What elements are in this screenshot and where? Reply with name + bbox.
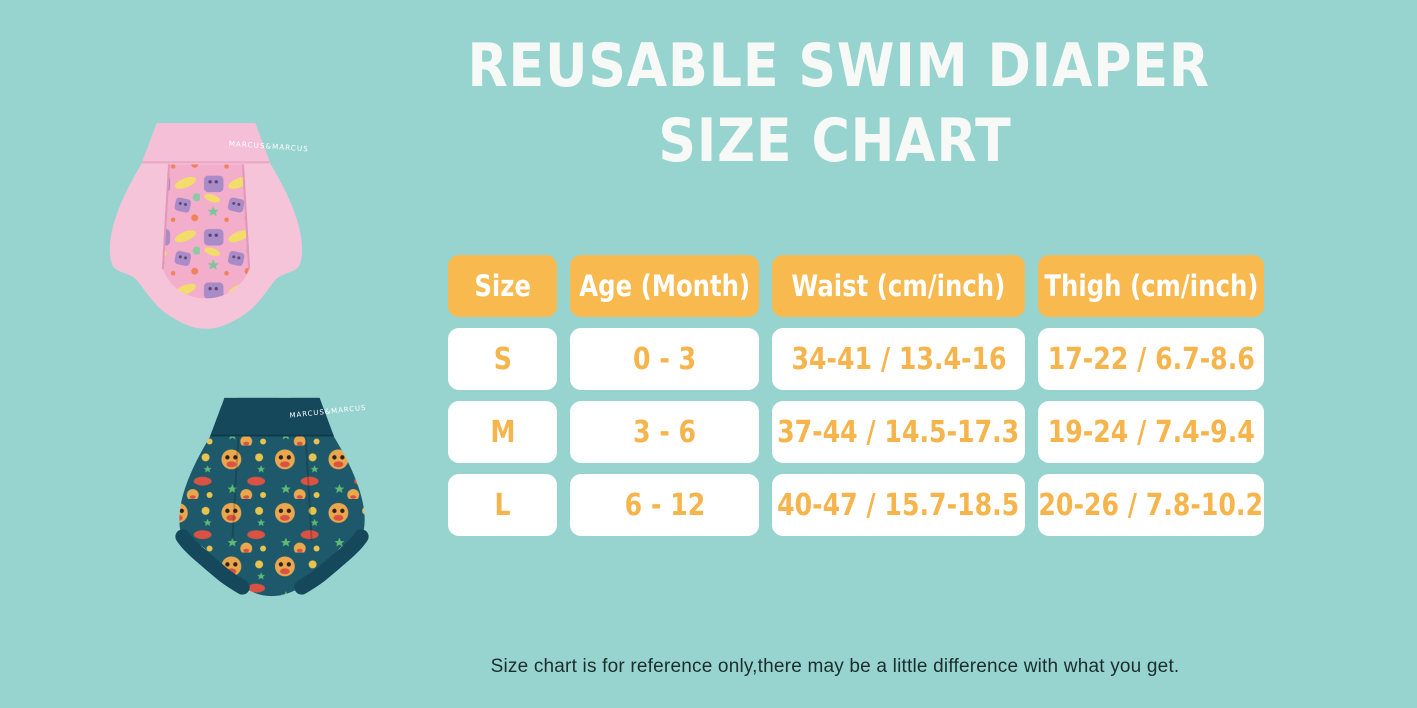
cell-value: 17-22 / 6.7-8.6 [1047,341,1255,377]
table-cell-thigh-l: 20-26 / 7.8-10.2 [1038,474,1264,536]
table-header-age: Age (Month) [570,255,759,317]
table-header-age-label: Age (Month) [579,269,750,303]
table-header-size-label: Size [474,269,531,303]
pink-diaper-image: MARCUS&MARCUS [109,123,309,329]
cell-value: M [489,414,516,450]
table-cell-size-l: L [448,474,557,536]
table-cell-waist-s: 34-41 / 13.4-16 [772,328,1025,390]
table-cell-waist-l: 40-47 / 15.7-18.5 [772,474,1025,536]
page-title-line-2: SIZE CHART [412,111,1258,171]
table-cell-thigh-s: 17-22 / 6.7-8.6 [1038,328,1264,390]
table-cell-age-m: 3 - 6 [570,401,759,463]
page-title-text-2: SIZE CHART [658,106,1012,176]
table-header-thigh-label: Thigh (cm/inch) [1043,269,1259,303]
cell-value: 40-47 / 15.7-18.5 [777,487,1020,523]
cell-value: 0 - 3 [632,341,697,377]
cell-value: 3 - 6 [632,414,697,450]
table-cell-waist-m: 37-44 / 14.5-17.3 [772,401,1025,463]
cell-value: 19-24 / 7.4-9.4 [1047,414,1255,450]
footer-note: Size chart is for reference only,there m… [490,656,1180,677]
table-cell-age-s: 0 - 3 [570,328,759,390]
size-table: Size Age (Month) Waist (cm/inch) Thigh (… [448,255,1264,536]
page-title-text-1: REUSABLE SWIM DIAPER [467,31,1210,101]
cell-value: 37-44 / 14.5-17.3 [777,414,1020,450]
table-cell-size-s: S [448,328,557,390]
table-cell-size-m: M [448,401,557,463]
table-header-waist-label: Waist (cm/inch) [791,269,1006,303]
cell-value: L [494,487,511,523]
table-header-waist: Waist (cm/inch) [772,255,1025,317]
page-title-line-1: REUSABLE SWIM DIAPER [412,36,1258,96]
cell-value: 20-26 / 7.8-10.2 [1038,487,1264,523]
table-cell-thigh-m: 19-24 / 7.4-9.4 [1038,401,1264,463]
table-header-size: Size [448,255,557,317]
cell-value: 34-41 / 13.4-16 [790,341,1007,377]
table-header-thigh: Thigh (cm/inch) [1038,255,1264,317]
table-cell-age-l: 6 - 12 [570,474,759,536]
teal-diaper-image: MARCUS&MARCUS [175,397,369,597]
cell-value: S [493,341,512,377]
cell-value: 6 - 12 [624,487,705,523]
